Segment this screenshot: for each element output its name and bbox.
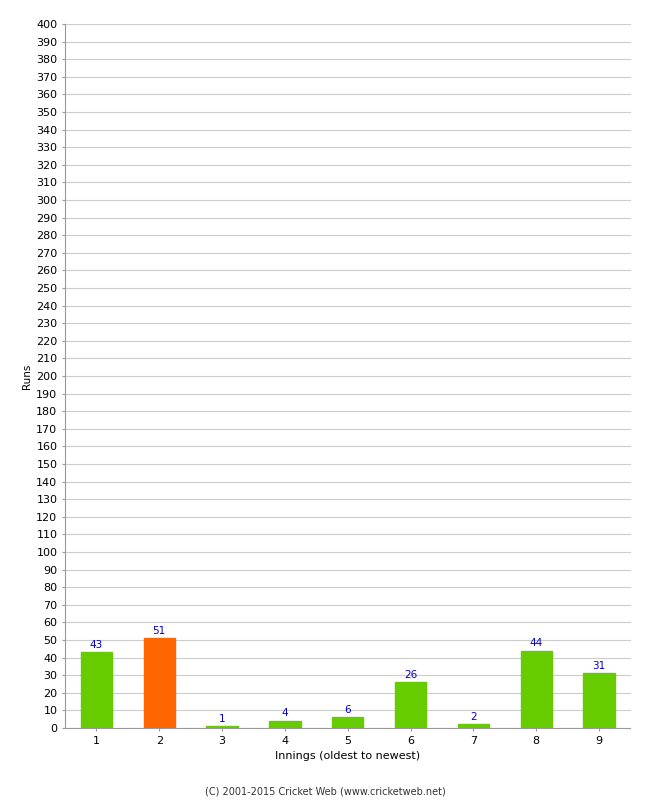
Bar	[458, 725, 489, 728]
Text: 1: 1	[219, 714, 226, 723]
Bar	[584, 674, 615, 728]
Bar	[395, 682, 426, 728]
Bar	[144, 638, 175, 728]
Text: 4: 4	[281, 708, 288, 718]
X-axis label: Innings (oldest to newest): Innings (oldest to newest)	[275, 751, 421, 761]
Text: (C) 2001-2015 Cricket Web (www.cricketweb.net): (C) 2001-2015 Cricket Web (www.cricketwe…	[205, 786, 445, 796]
Bar	[81, 652, 112, 728]
Bar	[269, 721, 300, 728]
Text: 51: 51	[153, 626, 166, 635]
Text: 26: 26	[404, 670, 417, 679]
Bar	[207, 726, 238, 728]
Text: 44: 44	[530, 638, 543, 648]
Text: 2: 2	[470, 712, 476, 722]
Text: 6: 6	[344, 705, 351, 715]
Y-axis label: Runs: Runs	[22, 363, 32, 389]
Text: 43: 43	[90, 640, 103, 650]
Text: 31: 31	[592, 661, 606, 670]
Bar	[332, 718, 363, 728]
Bar	[521, 650, 552, 728]
